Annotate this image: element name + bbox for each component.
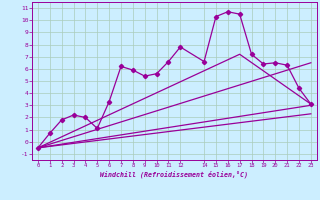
X-axis label: Windchill (Refroidissement éolien,°C): Windchill (Refroidissement éolien,°C) — [100, 171, 248, 178]
